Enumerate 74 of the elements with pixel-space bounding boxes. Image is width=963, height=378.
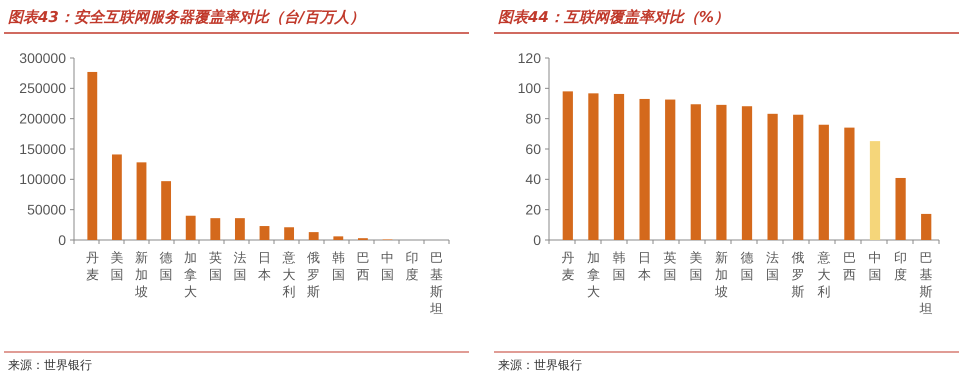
y-tick-label: 120 [518,50,542,66]
bar [818,124,829,240]
bar [308,232,319,240]
bar [690,104,701,240]
x-tick-label: 巴西 [356,251,370,283]
y-tick-label: 100 [518,80,542,96]
chart-title: 图表44：互联网覆盖率对比（%） [498,8,729,26]
bar [665,100,676,240]
bar [234,218,245,240]
source-note: 来源：世界银行 [8,358,92,372]
bar [614,94,624,240]
x-tick-label: 意大利 [282,251,296,300]
x-tick-label: 新加坡 [134,251,148,300]
bar [870,141,880,240]
x-tick-label: 加拿大 [184,251,198,300]
x-tick-label: 俄罗斯 [307,251,320,300]
x-tick-label: 德国 [740,251,754,283]
x-tick-label: 美国 [110,250,124,283]
bar [210,218,220,240]
x-tick-label: 美国 [689,250,702,283]
bar [333,236,344,240]
bar [87,72,98,240]
bar [921,214,932,240]
x-tick-label: 英国 [664,251,677,283]
x-tick-label: 巴西 [842,251,856,283]
y-tick-label: 50000 [27,202,66,218]
bar [588,93,599,240]
source-note: 来源：世界银行 [498,358,582,372]
y-tick-label: 20 [525,202,542,218]
x-tick-label: 巴基斯坦 [918,251,933,317]
x-tick-label: 德国 [160,251,173,283]
y-tick-label: 80 [525,110,542,127]
x-tick-label: 中国 [868,251,882,283]
x-tick-label: 韩国 [332,251,345,283]
x-tick-label: 法国 [233,251,246,283]
bar [260,226,270,240]
x-tick-label: 俄罗斯 [792,251,805,300]
x-tick-label: 韩国 [612,251,626,283]
y-tick-label: 300000 [19,50,66,66]
y-tick-label: 150000 [19,140,66,157]
chart-title: 图表43：安全互联网服务器覆盖率对比（台/百万人） [8,8,364,26]
y-tick-label: 60 [525,140,542,157]
x-tick-label: 法国 [766,251,780,283]
bar [844,128,855,240]
x-tick-label: 英国 [208,251,222,283]
y-tick-label: 40 [525,171,542,188]
bar [136,162,146,240]
bar [767,114,778,240]
x-tick-label: 中国 [381,251,394,283]
bar [112,154,122,240]
bar [793,114,804,240]
x-tick-label: 日本 [258,251,271,283]
y-tick-label: 100000 [19,171,66,188]
y-tick-label: 250000 [19,80,66,96]
bar [562,91,573,240]
bar [639,98,650,240]
bar [186,216,196,240]
x-tick-label: 印度 [894,251,908,283]
x-tick-label: 丹麦 [561,251,574,283]
bar [161,181,172,240]
bar [284,227,294,240]
bar [742,106,752,240]
x-tick-label: 印度 [406,251,419,283]
x-tick-label: 加拿大 [586,251,600,300]
bar [895,178,906,240]
bar [716,104,727,240]
x-tick-label: 日本 [638,251,652,283]
y-tick-label: 0 [533,232,542,248]
y-tick-label: 200000 [19,110,66,127]
x-tick-label: 意大利 [816,251,830,300]
x-tick-label: 巴基斯坦 [429,251,444,317]
x-tick-label: 丹麦 [86,251,99,283]
x-tick-label: 新加坡 [714,251,728,300]
y-tick-label: 0 [58,232,66,248]
